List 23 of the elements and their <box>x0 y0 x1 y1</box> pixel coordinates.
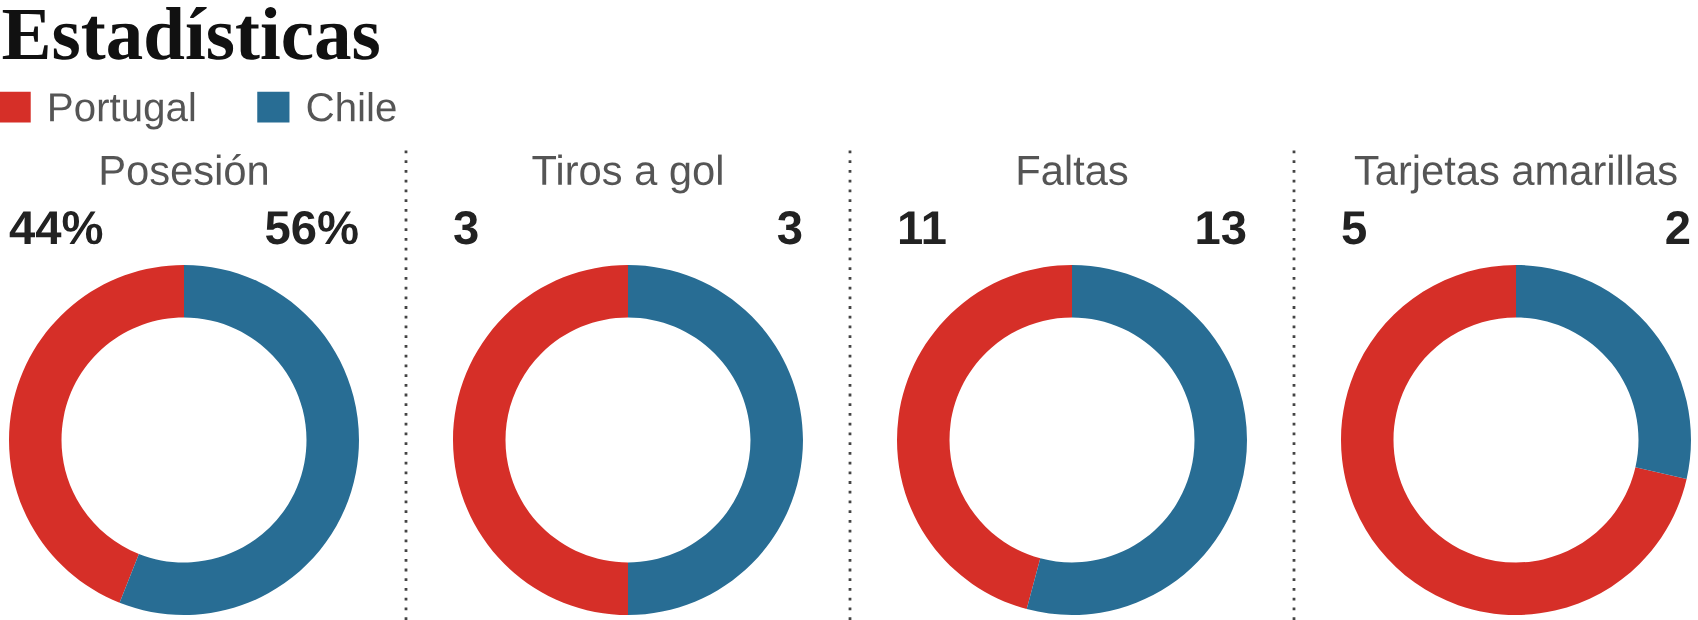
chart-title: Faltas <box>1018 154 1128 186</box>
data-label: 13 <box>1197 210 1246 245</box>
text: Estadísticas <box>2 6 379 60</box>
chart-title: Tiros a gol <box>532 154 722 194</box>
donut-slice <box>1516 265 1691 479</box>
donut-slice <box>1341 265 1687 615</box>
text: Posesión <box>101 154 267 186</box>
data-label: 3 <box>454 210 478 245</box>
data-label: 5 <box>1342 211 1366 245</box>
data-label: 2 <box>1666 210 1690 244</box>
legend-label: Chile <box>307 91 396 122</box>
data-label: 44% <box>9 211 103 245</box>
donut-slice <box>453 265 628 615</box>
chart-title: Tarjetas amarillas <box>1354 154 1677 194</box>
donut-slice <box>9 265 184 603</box>
data-label: 3 <box>777 210 802 245</box>
data-label: 56% <box>265 210 358 245</box>
donut-slice <box>897 265 1072 610</box>
donut-slice <box>1026 265 1247 615</box>
data-label: 11 <box>899 211 946 244</box>
donut-slice <box>628 265 803 615</box>
legend-label: Portugal <box>50 91 195 130</box>
donut-slice <box>119 265 359 615</box>
